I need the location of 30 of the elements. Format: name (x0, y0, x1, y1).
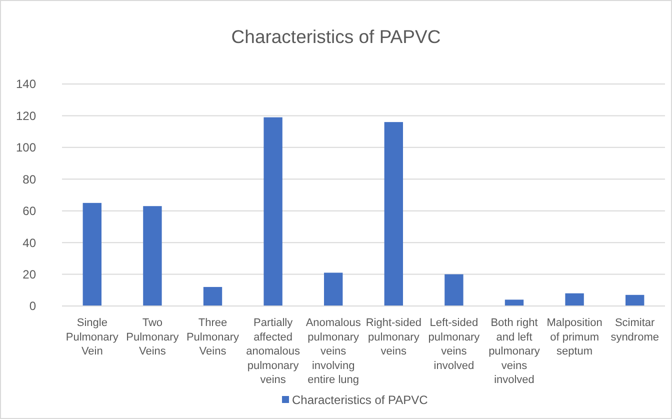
bar (264, 117, 282, 306)
bar (203, 286, 222, 306)
y-tick-label: 40 (22, 236, 36, 250)
bar (504, 300, 524, 306)
chart-title: Characteristics of PAPVC (231, 26, 441, 47)
x-tick-label: Right-sided pulmonary veins (366, 317, 422, 358)
bar (143, 206, 162, 306)
x-tick-label: Left-sided pulmonary veins involved (428, 317, 480, 372)
legend-label: Characteristics of PAPVC (292, 393, 428, 407)
bar (384, 122, 403, 306)
x-tick-label: Both right and left pulmonary veins involved (488, 317, 540, 386)
x-tick-label: Two Pulmonary Veins (126, 317, 180, 358)
y-tick-label: 120 (16, 108, 36, 123)
x-tick-label: Malposition of primum septum (546, 317, 602, 358)
bar (82, 202, 102, 306)
bar (626, 294, 644, 306)
x-tick-label: Partially affected anomalous pulmonary veins (246, 317, 300, 386)
y-tick-label: 60 (22, 204, 36, 218)
x-tick-label: Three Pulmonary Veins (186, 317, 240, 358)
x-tick-label: Scimitar syndrome (610, 317, 659, 344)
bar (565, 293, 584, 306)
x-tick-label: Single Pulmonary Vein (66, 317, 119, 358)
y-tick-label: 0 (29, 299, 36, 314)
x-tick-label: Anomalous pulmonary veins involving entire lung (306, 317, 362, 386)
y-tick-label: 140 (16, 77, 36, 92)
y-tick-label: 20 (22, 267, 36, 282)
bar (444, 274, 464, 306)
y-tick-label: 100 (16, 140, 36, 155)
y-tick-label: 80 (22, 172, 36, 186)
bar (324, 272, 343, 306)
